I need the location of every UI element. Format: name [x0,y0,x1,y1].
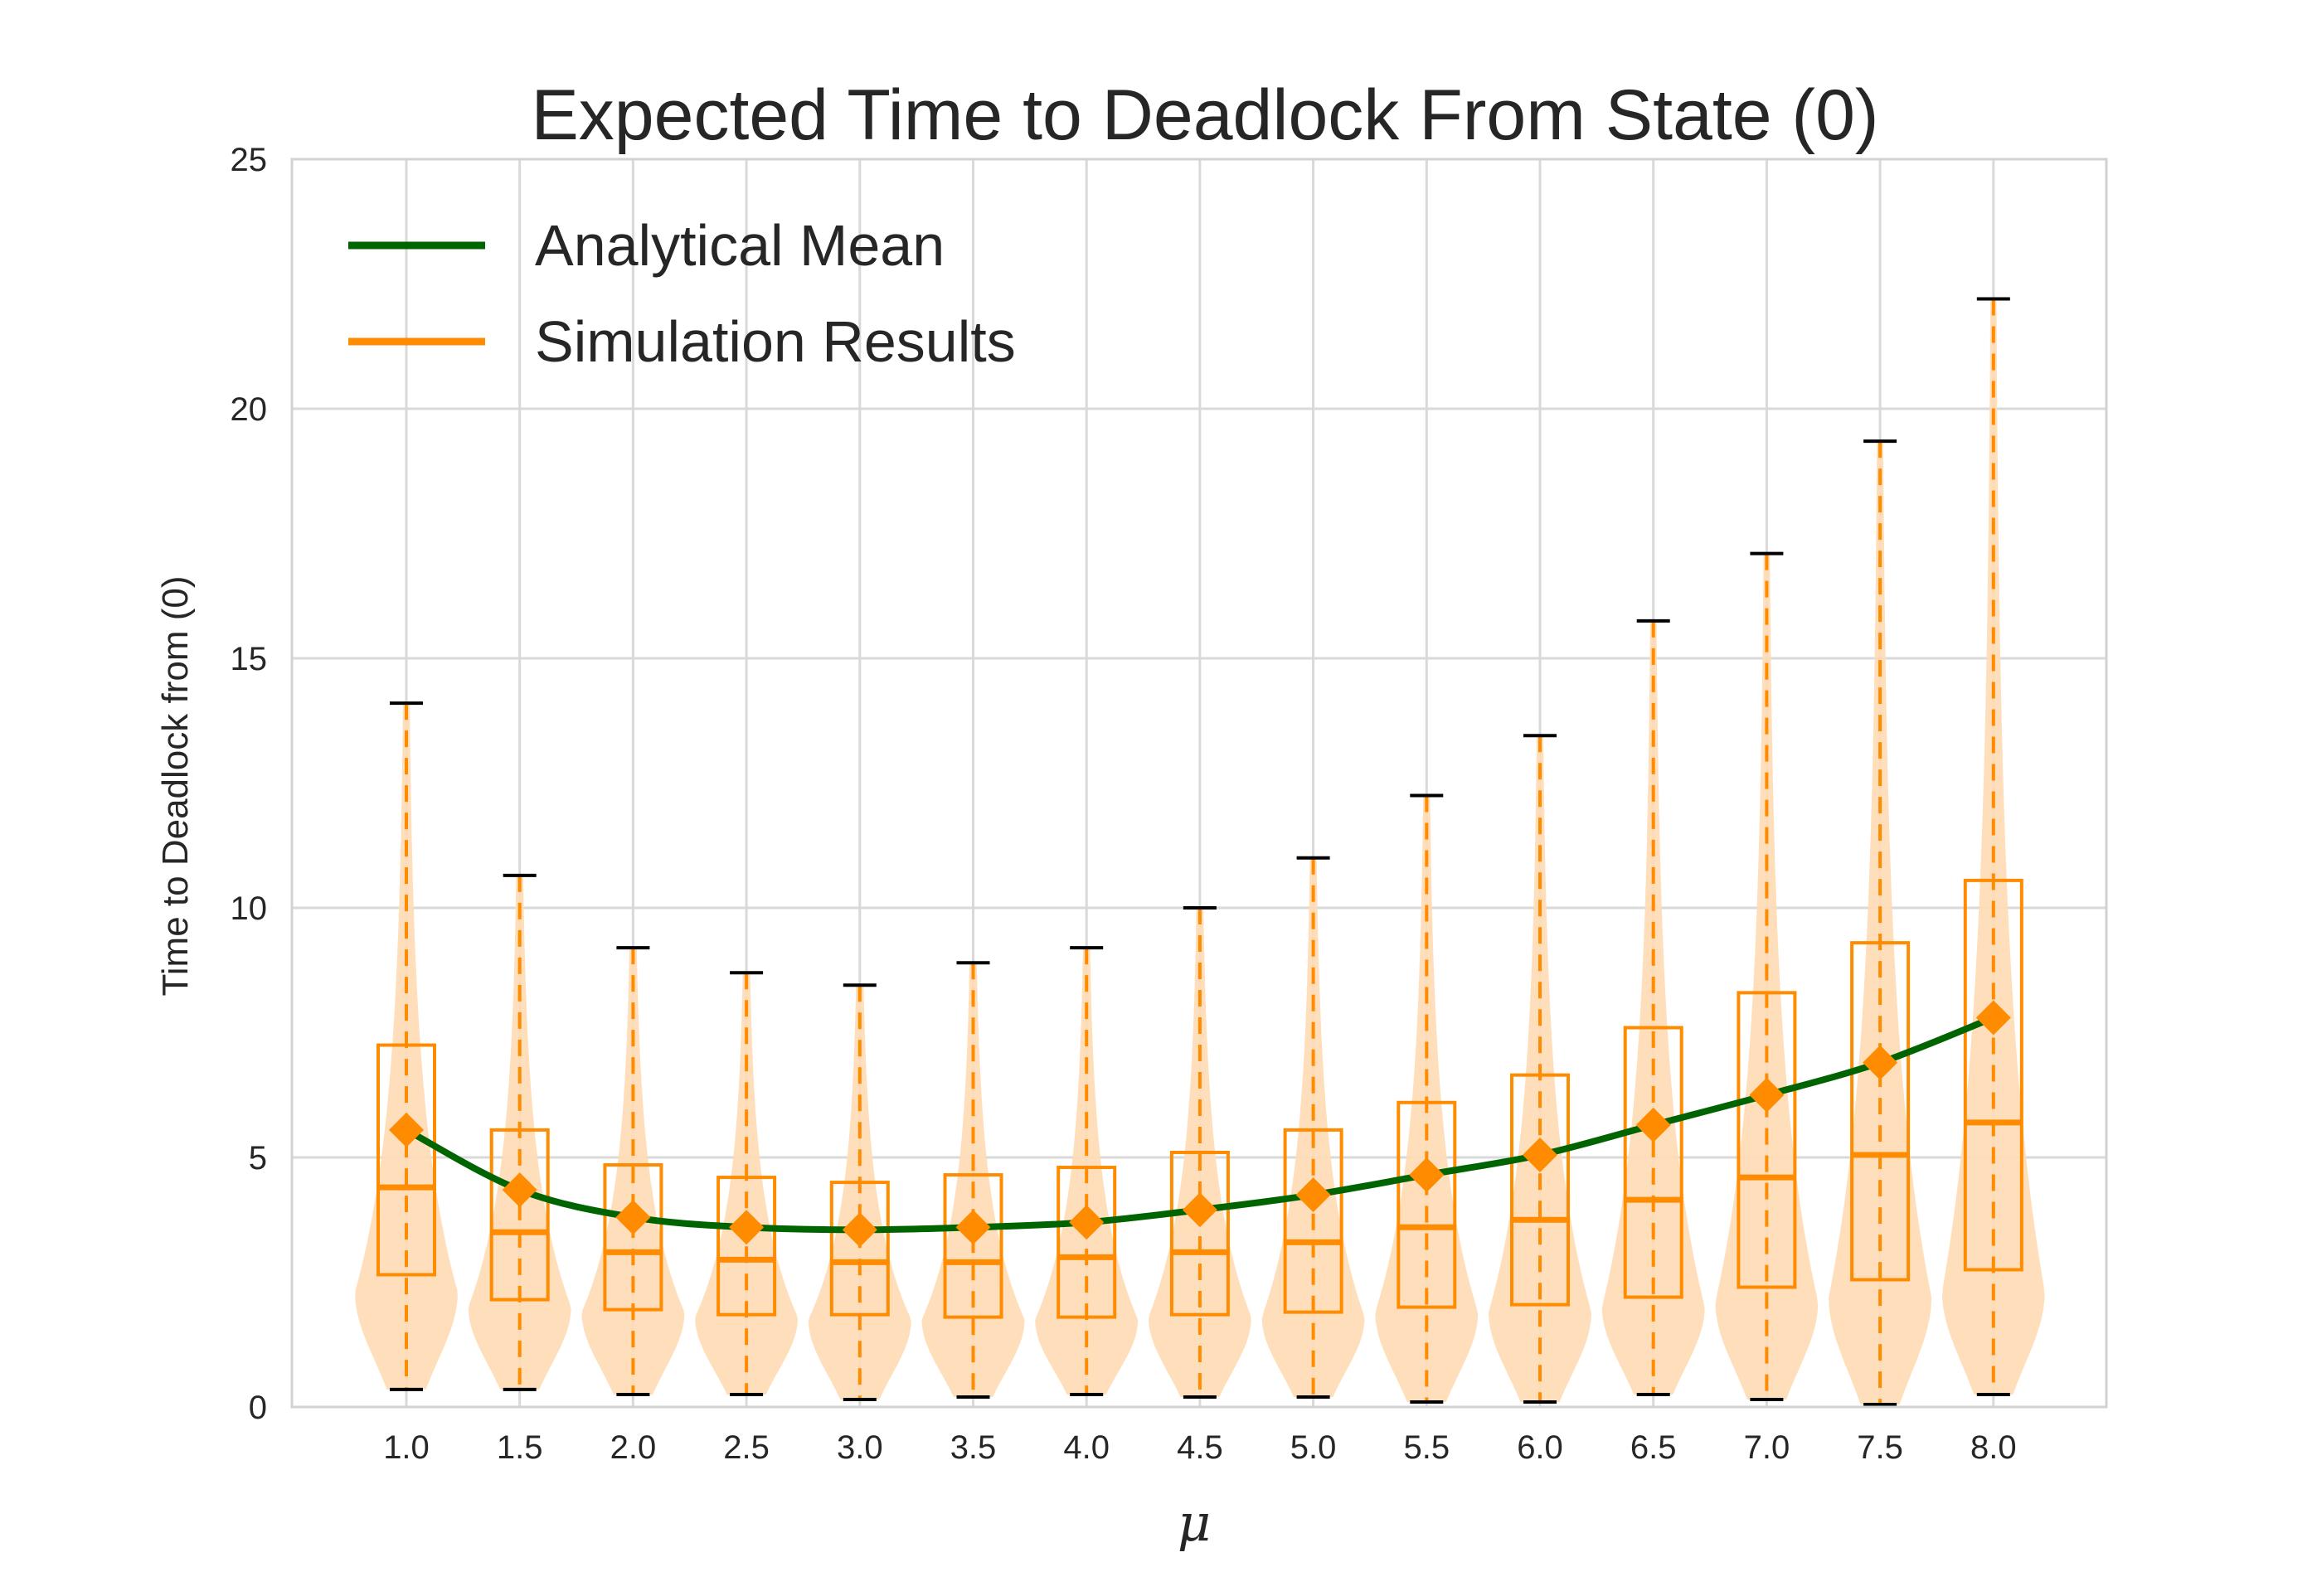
mean-marker [1975,1000,2011,1036]
x-tick-label: 2.5 [723,1429,770,1466]
violin-body [921,963,1025,1397]
mean-marker [389,1112,424,1147]
violin-body [695,973,798,1395]
boxes [376,878,2023,1319]
legend-label-simulation-results: Simulation Results [535,309,1016,374]
iqr-box [1283,1128,1343,1314]
mean-marker [729,1210,765,1245]
x-tick-label: 1.5 [497,1429,543,1466]
legend: Analytical Mean Simulation Results [348,213,1016,374]
iqr-box [943,1173,1003,1319]
mean-marker [502,1172,537,1208]
mean-marker [1523,1137,1557,1172]
mean-marker [1069,1205,1105,1240]
x-tick-label: 6.0 [1517,1429,1563,1466]
x-tick-label: 4.0 [1063,1429,1110,1466]
mean-marker [1409,1157,1445,1193]
iqr-box [1737,991,1797,1289]
iqr-box [717,1176,777,1317]
iqr-box [1397,1100,1457,1309]
iqr-box [1057,1166,1117,1319]
x-tick-labels: 1.0 1.5 2.0 2.5 3.0 3.5 4.0 4.5 5.0 5.5 6.0 6.5 7.0 7… [383,1429,2016,1466]
x-tick-label: 4.5 [1177,1429,1223,1466]
mean-marker [1635,1107,1671,1142]
y-tick-label: 0 [249,1390,267,1426]
mean-marker [615,1200,651,1235]
violin-body [1261,857,1365,1397]
x-tick-label: 7.0 [1744,1429,1790,1466]
x-tick-label: 5.0 [1290,1429,1337,1466]
iqr-box [489,1128,550,1302]
x-tick-label: 2.0 [610,1429,657,1466]
mean-marker [1295,1177,1331,1213]
x-tick-label: 7.5 [1857,1429,1903,1466]
y-tick-labels: 0 5 10 15 20 25 [231,142,268,1426]
iqr-box [1623,1026,1683,1299]
y-tick-label: 20 [231,391,268,428]
x-tick-label: 3.0 [837,1429,883,1466]
mean-marker [955,1210,991,1245]
iqr-box [1510,1073,1570,1307]
y-tick-label: 5 [249,1140,267,1176]
y-tick-label: 10 [231,890,268,927]
iqr-box [829,1181,890,1317]
plot-frame [290,158,2108,1409]
x-tick-label: 8.0 [1970,1429,2017,1466]
iqr-box [1850,941,1911,1282]
y-axis-label: Time to Deadlock from (0) [155,576,196,997]
y-tick-label: 15 [231,641,268,677]
whiskers [390,297,2010,1406]
iqr-box [1963,878,2023,1272]
x-tick-label: 6.5 [1630,1429,1677,1466]
mean-marker [842,1212,877,1248]
iqr-box [603,1163,663,1312]
x-tick-label: 3.5 [950,1429,997,1466]
x-axis-label: μ [1178,1492,1211,1553]
mean-marker [1749,1077,1785,1113]
iqr-box [1169,1150,1230,1317]
x-tick-label: 5.5 [1403,1429,1450,1466]
mean-markers [389,1000,2011,1248]
y-tick-label: 25 [231,142,268,178]
mean-marker [1182,1192,1217,1228]
mean-marker [1863,1045,1898,1080]
x-tick-label: 1.0 [383,1429,430,1466]
iqr-box [376,1043,436,1277]
chart-title: Expected Time to Deadlock From State (0) [531,75,1878,155]
legend-label-analytical-mean: Analytical Mean [535,213,945,278]
